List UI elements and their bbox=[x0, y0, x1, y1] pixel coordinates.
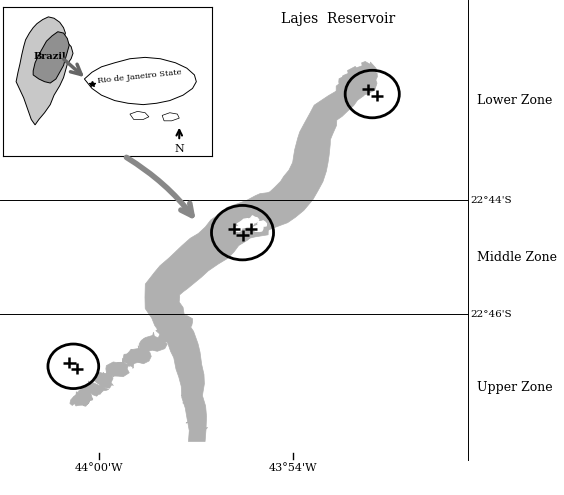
Polygon shape bbox=[33, 32, 69, 83]
Text: Brazil: Brazil bbox=[34, 51, 67, 60]
Text: Rio de Janeiro State: Rio de Janeiro State bbox=[97, 68, 182, 85]
Text: 22°46'S: 22°46'S bbox=[470, 310, 512, 319]
Polygon shape bbox=[16, 17, 73, 125]
Text: Lower Zone: Lower Zone bbox=[477, 94, 552, 107]
Text: 22°44'S: 22°44'S bbox=[470, 196, 512, 205]
Text: Upper Zone: Upper Zone bbox=[477, 381, 552, 394]
Text: N: N bbox=[174, 144, 184, 154]
Text: Middle Zone: Middle Zone bbox=[477, 251, 557, 264]
Text: 43°54'W: 43°54'W bbox=[269, 463, 318, 473]
Polygon shape bbox=[130, 111, 149, 119]
Text: Lajes  Reservoir: Lajes Reservoir bbox=[281, 12, 395, 26]
Polygon shape bbox=[162, 113, 179, 121]
Polygon shape bbox=[85, 57, 196, 104]
Text: 44°00'W: 44°00'W bbox=[74, 463, 123, 473]
